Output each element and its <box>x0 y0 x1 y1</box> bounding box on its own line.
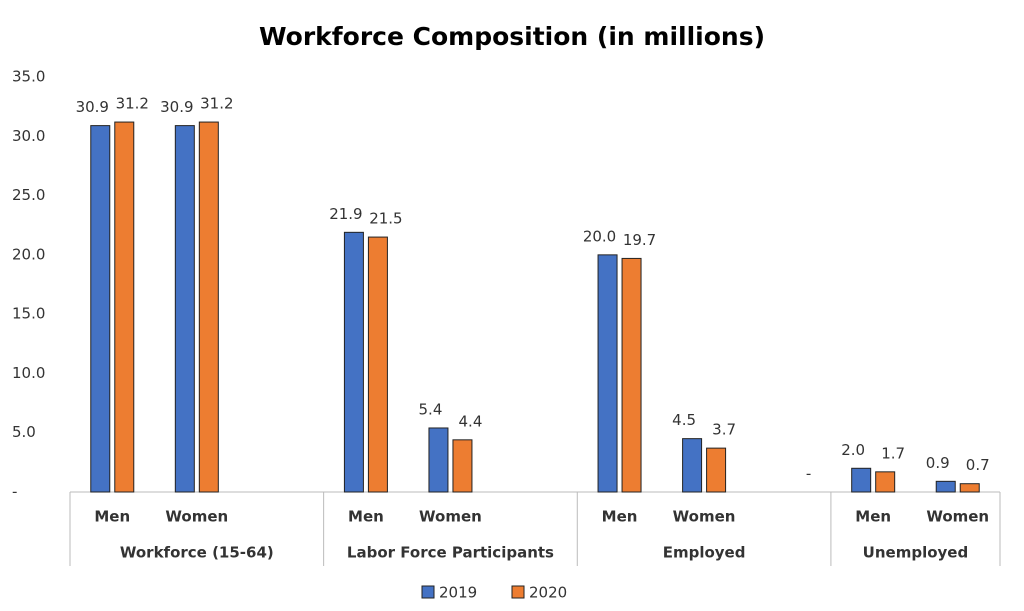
bar <box>875 471 896 493</box>
data-label: - <box>806 465 811 483</box>
x-tick-label: Women <box>165 508 228 526</box>
bar <box>851 467 872 493</box>
bar <box>198 121 219 493</box>
data-label: 5.4 <box>419 400 443 418</box>
data-label: 20.0 <box>583 227 616 245</box>
data-label: 31.2 <box>116 95 149 113</box>
bar <box>935 480 956 493</box>
data-label: 4.5 <box>672 411 696 429</box>
data-label: 21.9 <box>329 205 362 223</box>
data-label: 30.9 <box>160 98 193 116</box>
x-tick-label: Men <box>94 508 130 526</box>
data-label: 30.9 <box>76 98 109 116</box>
data-label: 31.2 <box>200 95 233 113</box>
y-tick-label: 35.0 <box>12 68 45 86</box>
y-tick-label: 30.0 <box>12 127 45 145</box>
data-label: 3.7 <box>712 421 736 439</box>
y-tick-label: 10.0 <box>12 364 45 382</box>
bar <box>452 439 473 493</box>
bar <box>597 254 618 493</box>
y-tick-label: - <box>12 483 17 501</box>
bar <box>343 231 364 493</box>
data-label: 4.4 <box>459 412 483 430</box>
x-tick-label: Women <box>673 508 736 526</box>
data-label: 2.0 <box>841 441 865 459</box>
y-tick-label: 15.0 <box>12 305 45 323</box>
y-tick-label: 25.0 <box>12 186 45 204</box>
x-tick-label: Men <box>602 508 638 526</box>
bar <box>621 257 642 493</box>
group-label: Labor Force Participants <box>347 544 554 562</box>
bar <box>367 236 388 493</box>
chart-title: Workforce Composition (in millions) <box>259 22 765 51</box>
x-tick-label: Women <box>419 508 482 526</box>
legend-label: 2019 <box>439 584 477 602</box>
legend-label: 2020 <box>529 584 567 602</box>
bar <box>682 438 703 493</box>
data-label: 1.7 <box>881 444 905 462</box>
legend-swatch <box>421 585 435 599</box>
bar <box>174 125 195 493</box>
data-label: 0.9 <box>926 454 950 472</box>
data-label: 19.7 <box>623 231 656 249</box>
y-tick-label: 20.0 <box>12 245 45 263</box>
bar <box>114 121 135 493</box>
y-tick-label: 5.0 <box>12 423 36 441</box>
x-tick-label: Men <box>348 508 384 526</box>
x-tick-label: Men <box>855 508 891 526</box>
bar <box>90 125 111 493</box>
group-label: Workforce (15-64) <box>120 544 274 562</box>
group-label: Unemployed <box>863 544 969 562</box>
bar <box>959 483 980 493</box>
x-tick-label: Women <box>926 508 989 526</box>
bar <box>428 427 449 493</box>
data-label: 21.5 <box>369 210 402 228</box>
group-label: Employed <box>663 544 746 562</box>
bar <box>706 447 727 493</box>
data-label: 0.7 <box>966 456 990 474</box>
legend-swatch <box>511 585 525 599</box>
